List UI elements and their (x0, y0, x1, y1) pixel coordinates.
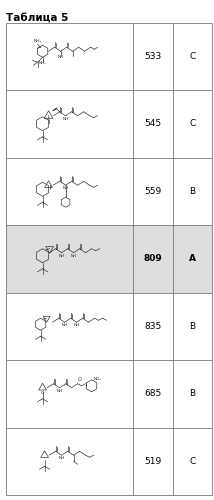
Text: A: A (189, 254, 196, 263)
Text: 809: 809 (143, 254, 162, 263)
Text: O: O (41, 391, 44, 395)
Text: O: O (78, 377, 82, 382)
Text: NH₂: NH₂ (33, 40, 42, 44)
Text: NH: NH (62, 324, 68, 327)
Bar (6, 225, 212, 292)
Text: C: C (189, 52, 195, 60)
Text: 519: 519 (144, 457, 161, 466)
Text: 545: 545 (144, 119, 161, 128)
Text: NH₂: NH₂ (39, 61, 46, 65)
Text: NH: NH (58, 55, 64, 59)
Text: Таблица 5: Таблица 5 (6, 12, 69, 22)
Text: NH: NH (71, 254, 77, 258)
Text: NH: NH (62, 186, 69, 190)
Text: B: B (189, 322, 195, 331)
Text: C: C (189, 119, 195, 128)
Text: C: C (189, 457, 195, 466)
Text: 533: 533 (144, 52, 161, 60)
Text: NH: NH (59, 456, 65, 460)
Text: 559: 559 (144, 186, 161, 196)
Text: B: B (189, 389, 195, 398)
Text: NH: NH (56, 389, 62, 393)
Text: NO₂: NO₂ (94, 377, 101, 381)
Text: NH: NH (59, 254, 65, 258)
Text: NH: NH (74, 324, 80, 327)
Text: 685: 685 (144, 389, 161, 398)
Text: 835: 835 (144, 322, 161, 331)
Text: B: B (189, 186, 195, 196)
Text: NH: NH (62, 116, 69, 120)
